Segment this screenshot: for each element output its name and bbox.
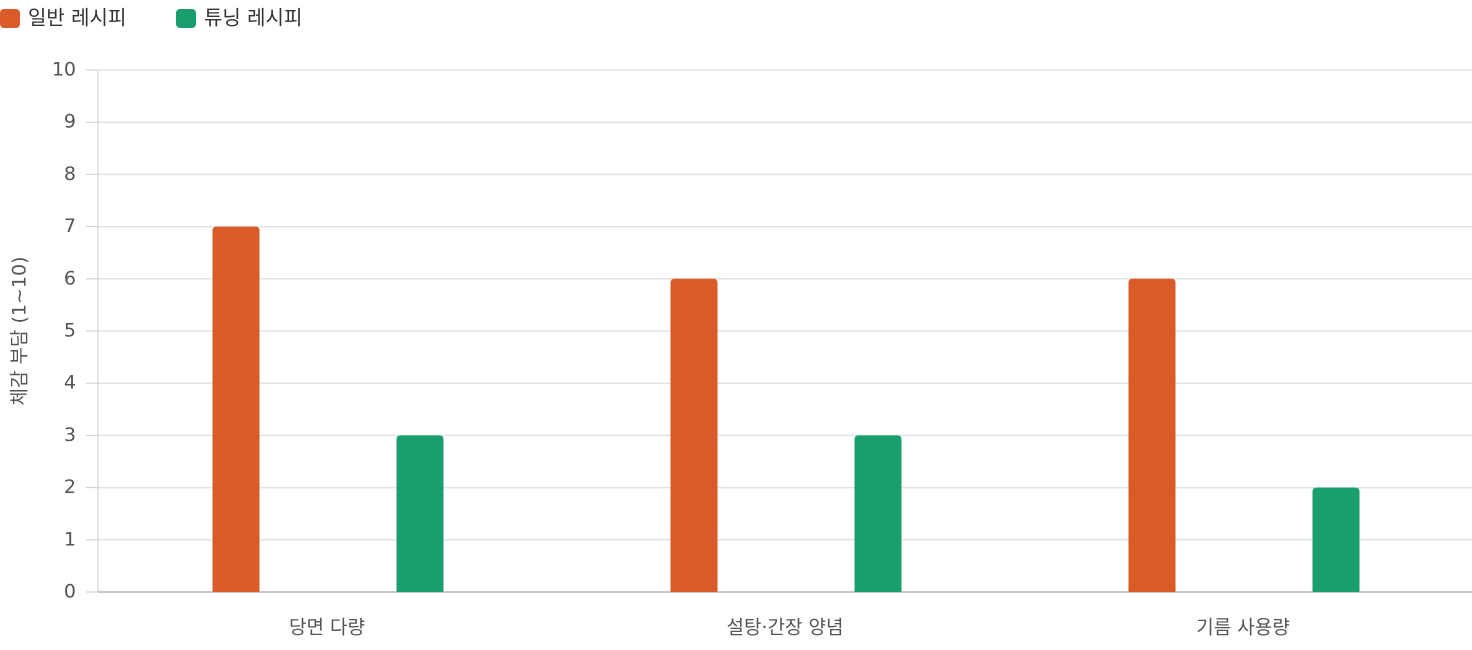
y-tick-label: 5 xyxy=(64,320,76,342)
legend-swatch xyxy=(0,9,20,28)
x-tick-label: 설탕·간장 양념 xyxy=(727,617,844,639)
y-tick-label: 1 xyxy=(64,528,76,550)
y-tick-label: 8 xyxy=(64,163,76,185)
bar xyxy=(1312,487,1360,592)
x-tick-label: 당면 다량 xyxy=(289,617,365,639)
legend-label: 일반 레시피 xyxy=(28,6,126,30)
x-tick-label: 기름 사용량 xyxy=(1196,617,1289,639)
y-tick-label: 7 xyxy=(64,215,76,237)
y-tick-label: 4 xyxy=(64,372,76,394)
bar xyxy=(854,435,902,592)
bar xyxy=(1128,278,1176,592)
y-tick-label: 6 xyxy=(64,267,76,289)
bar xyxy=(212,226,260,592)
bar xyxy=(396,435,444,592)
bar xyxy=(670,278,718,592)
legend-swatch xyxy=(176,9,196,28)
y-axis-title: 체감 부담 (1~10) xyxy=(9,256,31,405)
y-tick-label: 9 xyxy=(64,111,76,133)
y-tick-label: 10 xyxy=(52,59,76,81)
y-tick-label: 0 xyxy=(64,581,76,603)
y-tick-label: 3 xyxy=(64,424,76,446)
legend-label: 튜닝 레시피 xyxy=(204,6,302,30)
y-tick-label: 2 xyxy=(64,476,76,498)
